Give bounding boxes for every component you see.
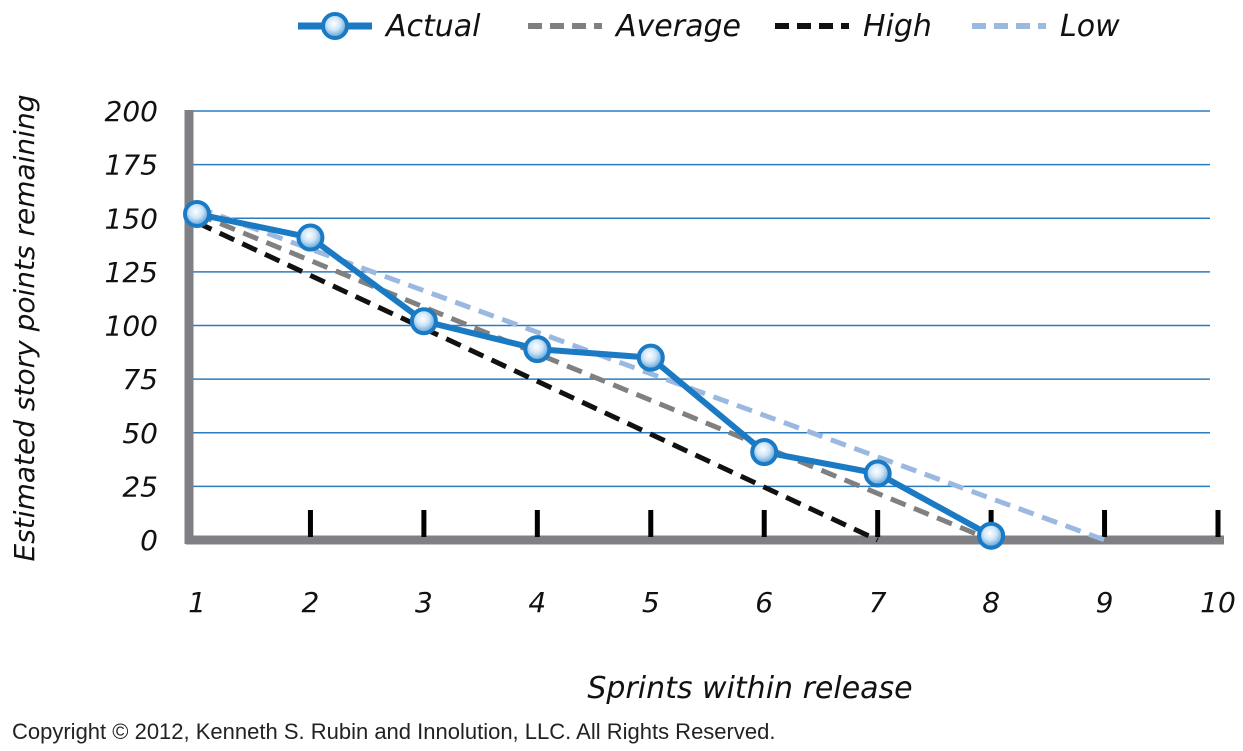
- x-tick-label: 4: [528, 586, 546, 619]
- x-axis-title: Sprints within release: [587, 671, 912, 706]
- y-axis-title: Estimated story points remaining: [8, 95, 41, 562]
- legend-label-low: Low: [1060, 9, 1120, 44]
- legend-label-average: Average: [614, 9, 741, 44]
- x-tick-label: 7: [869, 586, 887, 619]
- y-tick-label: 175: [105, 149, 158, 182]
- series-lines: [195, 205, 1106, 543]
- actual-data-point: [409, 307, 438, 336]
- axes: [184, 110, 1224, 545]
- y-tick-label: 125: [105, 256, 158, 289]
- actual-data-point: [523, 335, 552, 364]
- y-tick-label: 150: [105, 202, 158, 235]
- x-tick-label: 6: [755, 586, 773, 619]
- y-tick-label: 100: [105, 310, 158, 343]
- actual-markers: [183, 199, 1006, 550]
- y-tick-label: 75: [122, 363, 158, 396]
- actual-data-point: [636, 343, 665, 372]
- series-line-high: [195, 220, 879, 543]
- y-tick-label: 200: [105, 95, 158, 128]
- legend-marker-actual: [321, 12, 349, 40]
- legend: Actual Average High Low: [298, 9, 1120, 44]
- legend-label-actual: Actual: [384, 9, 481, 44]
- actual-data-point: [296, 223, 325, 252]
- actual-data-point: [977, 521, 1006, 550]
- actual-data-point: [863, 459, 892, 488]
- tick-labels: 0 25 50 75 100 125 150 175 200 1 2 3 4 5 6 7 8 9 10: [105, 95, 1236, 619]
- y-tick-label: 50: [122, 417, 158, 450]
- y-tick-label: 0: [140, 524, 158, 557]
- y-tick-label: 25: [122, 470, 158, 503]
- x-tick-label: 1: [188, 586, 206, 619]
- x-tick-label: 5: [642, 586, 660, 619]
- x-tick-label: 2: [302, 586, 320, 619]
- legend-label-high: High: [863, 9, 932, 44]
- x-tick-marks: [307, 510, 1221, 537]
- series-line-actual: [196, 211, 993, 539]
- series-line-average: [196, 211, 993, 543]
- x-tick-label: 3: [415, 586, 433, 619]
- x-tick-label: 8: [982, 586, 1000, 619]
- actual-data-point: [750, 438, 779, 467]
- actual-data-point: [183, 199, 211, 228]
- x-tick-label: 10: [1200, 586, 1236, 619]
- x-tick-label: 9: [1096, 586, 1114, 619]
- copyright-notice: Copyright © 2012, Kenneth S. Rubin and I…: [12, 719, 776, 744]
- grid-lines: [193, 110, 1210, 488]
